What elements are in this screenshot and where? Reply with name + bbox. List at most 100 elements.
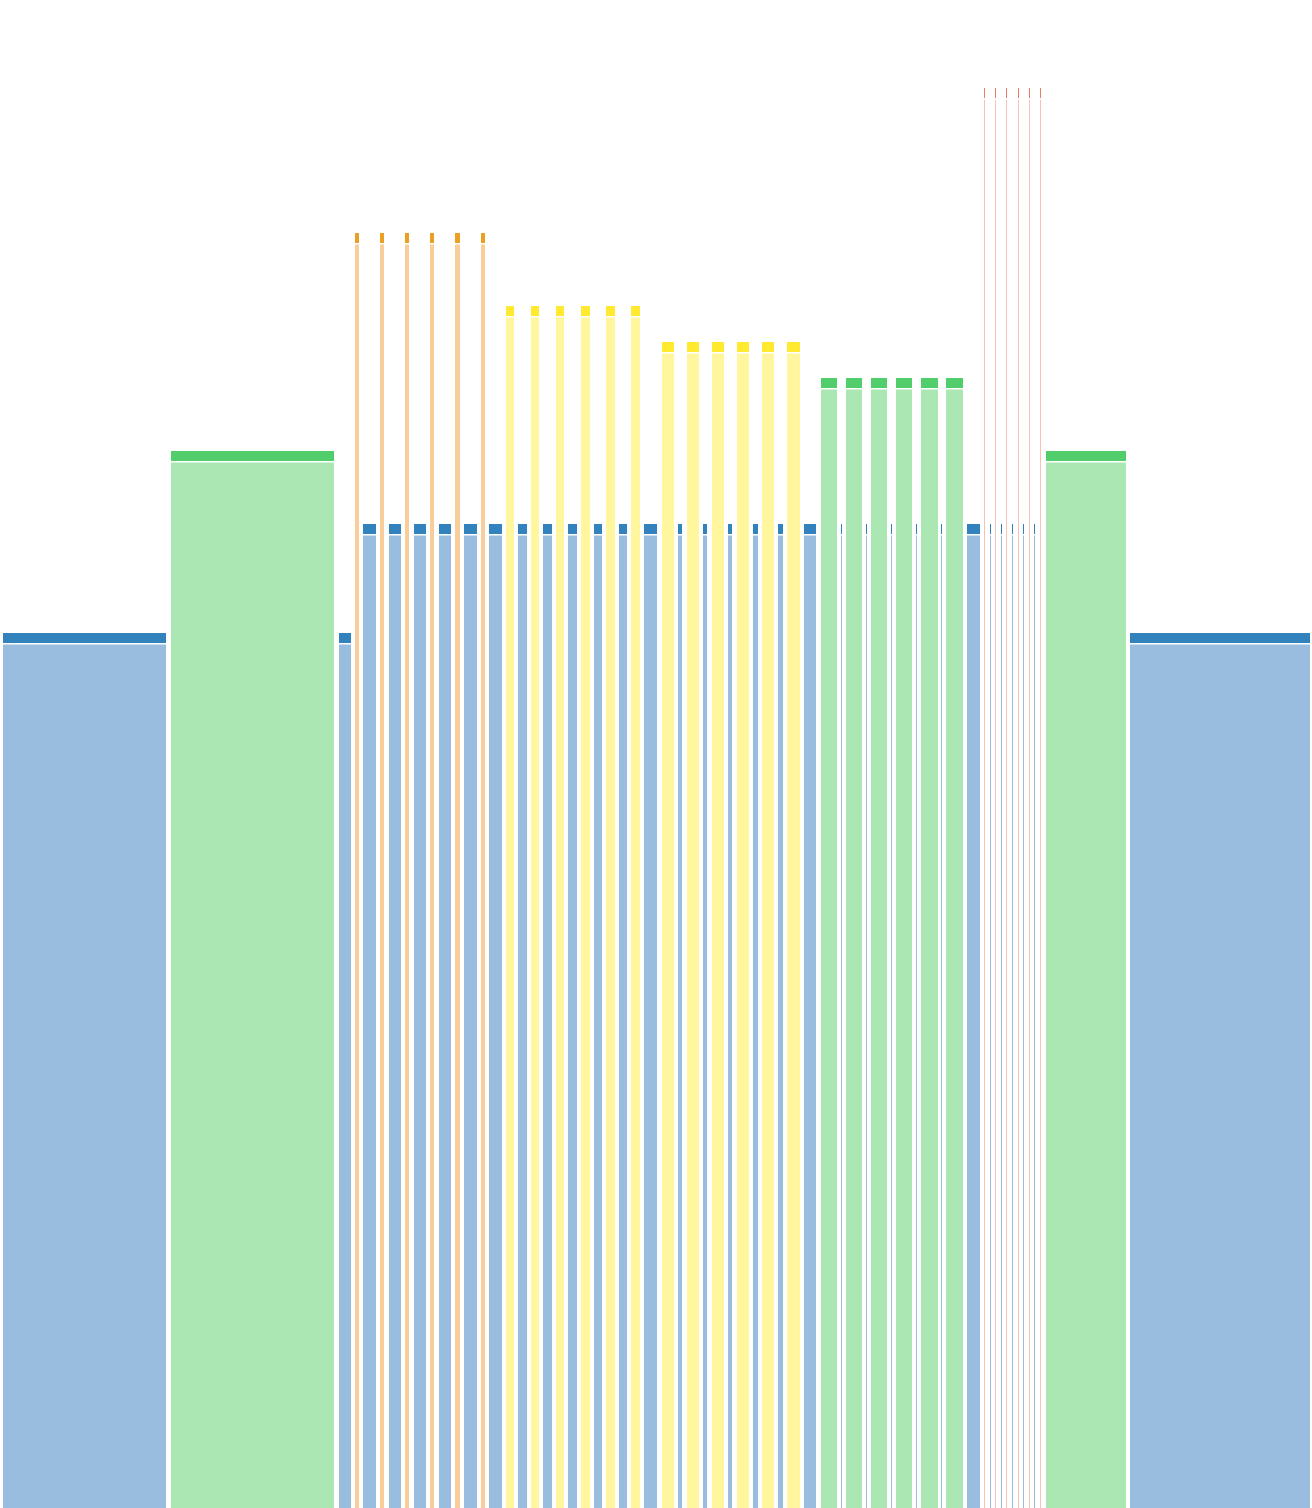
bar-body [995, 98, 996, 1508]
bar-cap [414, 524, 426, 534]
bar-body [762, 352, 774, 1508]
bar-cap-divider [171, 461, 334, 463]
bar-cap-divider [619, 534, 627, 536]
bar-body [606, 316, 615, 1508]
bar-yellow-15 [506, 306, 514, 1508]
bar-cap [866, 524, 867, 534]
bar-body [594, 534, 602, 1508]
bar-cap [1012, 524, 1013, 534]
bar-cap-divider [363, 534, 376, 536]
bar-cap-divider [995, 98, 996, 100]
bar-cap [568, 524, 577, 534]
bar-body [464, 534, 477, 1508]
bar-yellow-25 [631, 306, 640, 1508]
bar-cap [871, 378, 887, 388]
bar-body [687, 352, 699, 1508]
bar-cap [455, 233, 460, 243]
bar-cap [489, 524, 502, 534]
bar-cap-divider [990, 534, 991, 536]
bar-yellow-35 [762, 342, 774, 1508]
bar-red-51 [984, 88, 985, 1508]
bar-cap [171, 451, 334, 461]
bar-blue-0 [3, 633, 166, 1508]
bar-cap [380, 233, 384, 243]
bar-body [1006, 98, 1007, 1508]
bar-cap-divider [339, 643, 351, 645]
bar-blue-56 [1012, 524, 1013, 1508]
bar-cap-divider [464, 534, 477, 536]
bar-cap-divider [712, 352, 724, 354]
bar-yellow-23 [606, 306, 615, 1508]
bar-yellow-31 [712, 342, 724, 1508]
bar-cap [405, 233, 409, 243]
bar-cap-divider [984, 98, 985, 100]
bar-cap [339, 633, 351, 643]
bar-cap-divider [787, 352, 800, 354]
bar-yellow-21 [581, 306, 590, 1508]
bar-green-49 [946, 378, 963, 1508]
bar-cap-divider [753, 534, 758, 536]
bar-green-43 [871, 378, 887, 1508]
bar-body [355, 243, 359, 1508]
bar-body [363, 534, 376, 1508]
bar-body [1018, 98, 1019, 1508]
bar-cap [941, 524, 942, 534]
bar-cap-divider [380, 243, 384, 245]
bar-cap [916, 524, 917, 534]
bar-body [556, 316, 564, 1508]
bar-cap-divider [414, 534, 426, 536]
bar-body [619, 534, 627, 1508]
bar-cap [439, 524, 451, 534]
bar-orange-11 [455, 233, 460, 1508]
bar-cap-divider [481, 243, 485, 245]
bar-blue-32 [728, 524, 732, 1508]
bar-body [984, 98, 985, 1508]
bar-cap [594, 524, 602, 534]
bar-cap-divider [355, 243, 359, 245]
bar-cap [1006, 88, 1007, 98]
bar-body [1046, 461, 1126, 1508]
bar-body [871, 388, 887, 1508]
bar-cap [619, 524, 627, 534]
bar-body [1001, 534, 1002, 1508]
bar-cap [1018, 88, 1019, 98]
bar-cap [1023, 524, 1024, 534]
bar-body [631, 316, 640, 1508]
bar-body [518, 534, 527, 1508]
bar-orange-9 [430, 233, 434, 1508]
bar-body [778, 534, 783, 1508]
bar-cap [606, 306, 615, 316]
bar-cap-divider [1130, 643, 1310, 645]
bar-green-47 [921, 378, 938, 1508]
bar-cap [778, 524, 783, 534]
bar-body [3, 643, 166, 1508]
bar-orange-7 [405, 233, 409, 1508]
bar-blue-44 [891, 524, 892, 1508]
bar-body [380, 243, 384, 1508]
bar-cap-divider [1040, 98, 1041, 100]
bar-cap [355, 233, 359, 243]
bar-cap-divider [1012, 534, 1013, 536]
bar-body [339, 643, 351, 1508]
bar-cap-divider [568, 534, 577, 536]
bar-cap-divider [762, 352, 774, 354]
bar-yellow-33 [737, 342, 749, 1508]
bar-green-62 [1046, 451, 1126, 1508]
bar-body [1023, 534, 1024, 1508]
bar-cap-divider [489, 534, 502, 536]
bar-body [1040, 98, 1041, 1508]
bar-body [506, 316, 514, 1508]
bar-cap-divider [678, 534, 682, 536]
bar-blue-52 [990, 524, 991, 1508]
bar-cap-divider [1006, 98, 1007, 100]
bar-body [921, 388, 938, 1508]
bar-yellow-17 [531, 306, 539, 1508]
bar-cap [687, 342, 699, 352]
bar-cap-divider [921, 388, 938, 390]
bar-body [703, 534, 707, 1508]
bar-red-55 [1006, 88, 1007, 1508]
bar-cap [518, 524, 527, 534]
bar-body [1012, 534, 1013, 1508]
bar-cap-divider [389, 534, 401, 536]
